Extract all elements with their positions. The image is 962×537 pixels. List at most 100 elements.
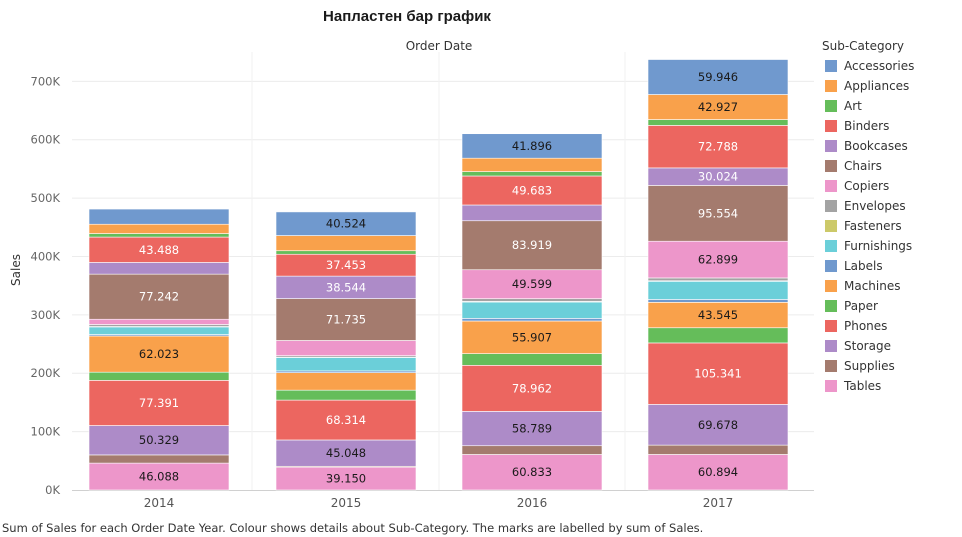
data-label: 72.788	[698, 140, 738, 154]
bars-layer	[88, 59, 789, 491]
legend-label: Furnishings	[844, 239, 913, 253]
bar-segment	[647, 240, 789, 279]
bar-segment	[461, 301, 603, 319]
legend-swatch	[825, 280, 837, 292]
legend-swatch	[825, 340, 837, 352]
legend-swatch	[825, 260, 837, 272]
legend-item[interactable]: Binders	[822, 116, 960, 136]
legend-item[interactable]: Storage	[822, 336, 960, 356]
data-label: 40.524	[326, 217, 366, 231]
legend-swatch	[825, 300, 837, 312]
legend-swatch	[825, 380, 837, 392]
bar-segment	[647, 94, 789, 120]
legend-item[interactable]: Phones	[822, 316, 960, 336]
bar-segment	[461, 269, 603, 299]
data-label: 30.024	[698, 170, 738, 184]
legend-item[interactable]: Tables	[822, 376, 960, 396]
legend-item[interactable]: Paper	[822, 296, 960, 316]
y-axis-label: Sales	[9, 254, 23, 286]
bar-segment	[88, 236, 230, 263]
bar-segment	[88, 454, 230, 464]
data-label: 60.894	[698, 465, 738, 479]
bar-segment	[647, 185, 789, 242]
legend-label: Paper	[844, 299, 878, 313]
x-axis-header: Order Date	[406, 39, 473, 53]
bar-segment	[88, 262, 230, 275]
bar-segment	[88, 326, 230, 335]
bar-segment	[461, 365, 603, 412]
legend-item[interactable]: Copiers	[822, 176, 960, 196]
data-label: 37.453	[326, 258, 366, 272]
x-tick-label: 2017	[703, 496, 734, 510]
data-label: 41.896	[512, 139, 552, 153]
bar-segment	[88, 233, 230, 238]
legend-label: Tables	[844, 379, 882, 393]
bar-segment	[275, 389, 417, 401]
bar-segment	[275, 250, 417, 255]
y-tick-label: 400K	[31, 249, 61, 263]
legend-swatch	[825, 100, 837, 112]
bar-segment	[88, 335, 230, 373]
x-tick-label: 2015	[331, 496, 362, 510]
bar-segment	[461, 175, 603, 206]
legend-item[interactable]: Art	[822, 96, 960, 116]
y-tick-label: 200K	[31, 366, 61, 380]
bar-segment	[647, 327, 789, 344]
y-tick-label: 100K	[31, 425, 61, 439]
y-tick-label: 300K	[31, 308, 61, 322]
legend-item[interactable]: Bookcases	[822, 136, 960, 156]
legend-swatch	[825, 360, 837, 372]
legend-label: Supplies	[844, 359, 895, 373]
chart-caption: Sum of Sales for each Order Date Year. C…	[2, 521, 704, 535]
legend-label: Binders	[844, 119, 890, 133]
data-label: 62.023	[139, 347, 179, 361]
bar-segment	[647, 342, 789, 405]
legend-item[interactable]: Appliances	[822, 76, 960, 96]
legend-item[interactable]: Machines	[822, 276, 960, 296]
bar-segment	[647, 444, 789, 455]
bar-segment	[647, 302, 789, 329]
legend-label: Labels	[844, 259, 883, 273]
legend-item[interactable]: Envelopes	[822, 196, 960, 216]
legend-label: Art	[844, 99, 862, 113]
data-label: 105.341	[694, 367, 742, 381]
data-label: 49.599	[512, 277, 552, 291]
legend-swatch	[825, 320, 837, 332]
bar-segment	[275, 372, 417, 391]
axis-layer: 0K 100K 200K 300K 400K 500K 600K 700K 2014 2015 20…	[31, 74, 814, 510]
legend-label: Phones	[844, 319, 888, 333]
legend-item[interactable]: Accessories	[822, 56, 960, 76]
legend-swatch	[825, 140, 837, 152]
legend-item[interactable]: Supplies	[822, 356, 960, 376]
bar-segment	[461, 204, 603, 222]
bar-segment	[275, 399, 417, 441]
bar-segment	[275, 439, 417, 467]
data-label: 55.907	[512, 330, 552, 344]
legend-item[interactable]: Labels	[822, 256, 960, 276]
data-label: 83.919	[512, 238, 552, 252]
bar-segment	[461, 445, 603, 455]
legend-item[interactable]: Furnishings	[822, 236, 960, 256]
data-label: 45.048	[326, 446, 366, 460]
bar-segment	[275, 211, 417, 236]
legend-item[interactable]: Fasteners	[822, 216, 960, 236]
bar-segment	[88, 273, 230, 320]
legend-label: Chairs	[844, 159, 882, 173]
data-label: 59.946	[698, 70, 738, 84]
data-label: 38.544	[326, 280, 366, 294]
bar-segment	[88, 318, 230, 325]
data-label: 77.391	[139, 396, 179, 410]
legend-swatch	[825, 180, 837, 192]
data-label: 43.545	[698, 308, 738, 322]
legend-swatch	[825, 160, 837, 172]
data-label: 39.150	[326, 472, 366, 486]
data-label: 49.683	[512, 183, 552, 197]
legend-item[interactable]: Chairs	[822, 156, 960, 176]
data-label: 46.088	[139, 470, 179, 484]
bar-segment	[461, 298, 603, 302]
bar-segment	[461, 353, 603, 366]
legend-items: Accessories Appliances Art Binders Bookcases…	[822, 56, 960, 396]
data-label: 60.833	[512, 465, 552, 479]
legend-swatch	[825, 200, 837, 212]
data-label: 58.789	[512, 422, 552, 436]
